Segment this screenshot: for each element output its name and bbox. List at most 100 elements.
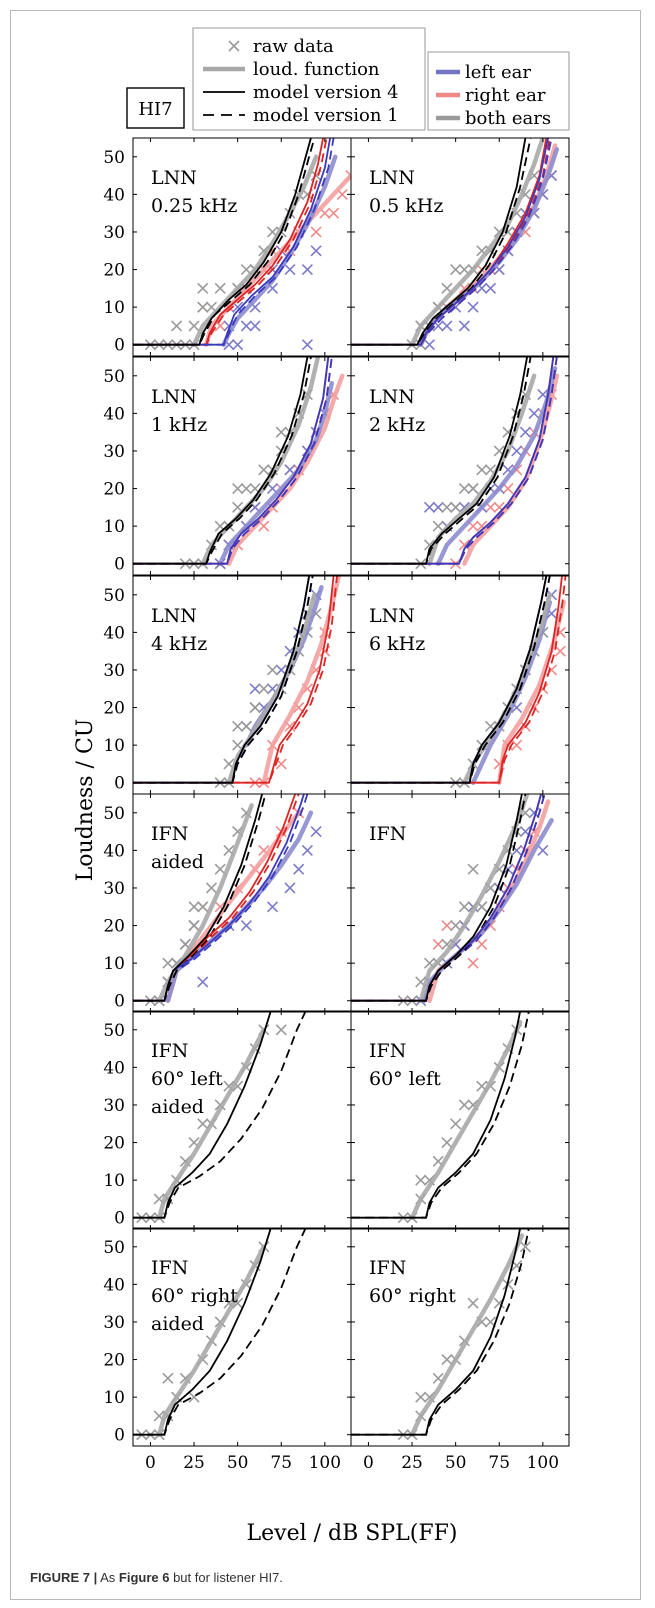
raw-point-both xyxy=(232,720,244,732)
model-v4-left xyxy=(133,357,330,565)
raw-point-left xyxy=(232,339,244,351)
raw-point-left xyxy=(511,445,523,457)
y-tick-label: 10 xyxy=(103,298,125,318)
y-tick-label: 0 xyxy=(114,336,125,356)
loudness-function-both xyxy=(156,1244,267,1437)
raw-point-left xyxy=(240,919,252,932)
y-tick-label: 30 xyxy=(103,661,125,681)
x-tick-label: 50 xyxy=(445,1453,467,1473)
model-v4-left xyxy=(133,138,331,346)
y-tick-label: 40 xyxy=(103,1275,125,1295)
panel-11: 0 10 20 30 40 50 0 25 50 75 100 IFN 60° right aided xyxy=(103,1227,352,1473)
raw-point-both xyxy=(415,1174,427,1186)
model-v4-left xyxy=(351,357,555,565)
raw-point-left xyxy=(519,426,531,438)
panel-6: LNN 6 kHz xyxy=(350,575,570,795)
raw-point-both xyxy=(188,320,200,332)
raw-point-both xyxy=(205,882,218,894)
raw-point-both xyxy=(441,1353,453,1366)
x-tick-label: 25 xyxy=(183,1453,205,1473)
model-v1-both xyxy=(351,357,532,565)
raw-point-left xyxy=(528,407,540,419)
y-tick-label: 30 xyxy=(103,442,125,462)
y-tick-label: 30 xyxy=(103,1313,125,1333)
panel-label-line: IFN xyxy=(369,823,406,845)
model-v4-both xyxy=(351,576,548,784)
caption-label: FIGURE 7 | xyxy=(30,1570,98,1585)
raw-point-both xyxy=(249,701,261,714)
raw-point-both xyxy=(476,464,488,476)
panel-label-line: 60° left xyxy=(151,1068,223,1090)
x-tick-label: 0 xyxy=(363,1453,374,1473)
raw-point-left xyxy=(249,683,261,695)
raw-point-both xyxy=(467,863,479,875)
raw-point-both xyxy=(214,863,226,875)
model-v4-left xyxy=(351,138,549,346)
raw-point-both xyxy=(232,482,244,495)
y-tick-label: 50 xyxy=(103,367,125,387)
raw-point-both xyxy=(266,664,279,676)
raw-point-right xyxy=(511,739,523,751)
x-tick-label: 75 xyxy=(270,1453,292,1473)
raw-point-left xyxy=(249,320,261,332)
y-tick-label: 40 xyxy=(103,1058,125,1078)
x-tick-label: 25 xyxy=(401,1453,423,1473)
legend-label: model version 1 xyxy=(253,105,399,126)
model-v1-left xyxy=(351,138,553,346)
raw-point-left xyxy=(423,339,436,351)
raw-point-both xyxy=(188,919,200,932)
caption-text-2: but for listener HI7. xyxy=(169,1570,283,1585)
y-tick-label: 40 xyxy=(103,623,125,643)
raw-point-both xyxy=(450,263,462,276)
raw-point-left xyxy=(266,901,279,913)
model-v1-both xyxy=(133,138,316,346)
x-tick-label: 0 xyxy=(145,1453,156,1473)
y-tick-label: 20 xyxy=(103,917,125,937)
model-v4-both xyxy=(133,357,309,565)
raw-point-both xyxy=(450,501,462,513)
model-v4-both xyxy=(133,576,310,784)
y-tick-label: 0 xyxy=(114,1426,125,1446)
loudness-function-both xyxy=(409,1233,525,1437)
raw-point-both xyxy=(188,901,200,913)
panel-frame xyxy=(350,1010,570,1230)
panel-8: IFN xyxy=(350,793,570,1013)
panel-label-line: 6 kHz xyxy=(369,633,425,655)
raw-point-both xyxy=(467,1297,479,1309)
y-tick-label: 10 xyxy=(103,517,125,537)
raw-point-both xyxy=(450,1118,462,1130)
raw-point-both xyxy=(275,1024,287,1036)
loudness-function-both xyxy=(191,154,319,347)
panel-1: 0 10 20 30 40 50 LNN 0.25 kHz xyxy=(103,137,352,357)
model-v4-both xyxy=(133,794,263,1002)
y-tick-label: 20 xyxy=(103,699,125,719)
panel-label-line: 0.25 kHz xyxy=(151,195,237,217)
panel-label-line: 60° right xyxy=(151,1285,238,1307)
legend-cross-icon xyxy=(228,40,240,52)
panel-label-line: 1 kHz xyxy=(151,414,207,436)
raw-point-left xyxy=(458,320,470,332)
raw-point-both xyxy=(214,282,226,294)
loudness-function-right xyxy=(226,373,345,566)
model-v4-both xyxy=(133,138,312,346)
raw-point-left xyxy=(484,282,497,294)
loudness-function-both xyxy=(409,138,546,347)
model-v4-both xyxy=(351,1228,522,1436)
loudness-function-both xyxy=(156,1027,267,1220)
raw-point-left xyxy=(301,339,313,351)
x-tick-label: 50 xyxy=(227,1453,249,1473)
loudness-function-left xyxy=(435,366,558,566)
listener-label: HI7 xyxy=(138,99,172,120)
raw-point-left xyxy=(284,882,296,894)
panel-label-line: 0.5 kHz xyxy=(369,195,443,217)
raw-point-right xyxy=(310,226,322,238)
y-tick-label: 40 xyxy=(103,841,125,861)
raw-point-both xyxy=(467,482,479,495)
x-tick-label: 100 xyxy=(527,1453,559,1473)
panel-label-line: 60° right xyxy=(369,1285,456,1307)
raw-point-right xyxy=(441,919,453,932)
y-tick-label: 40 xyxy=(103,185,125,205)
model-v1-right xyxy=(133,794,300,1002)
panel-frame xyxy=(350,1227,570,1447)
